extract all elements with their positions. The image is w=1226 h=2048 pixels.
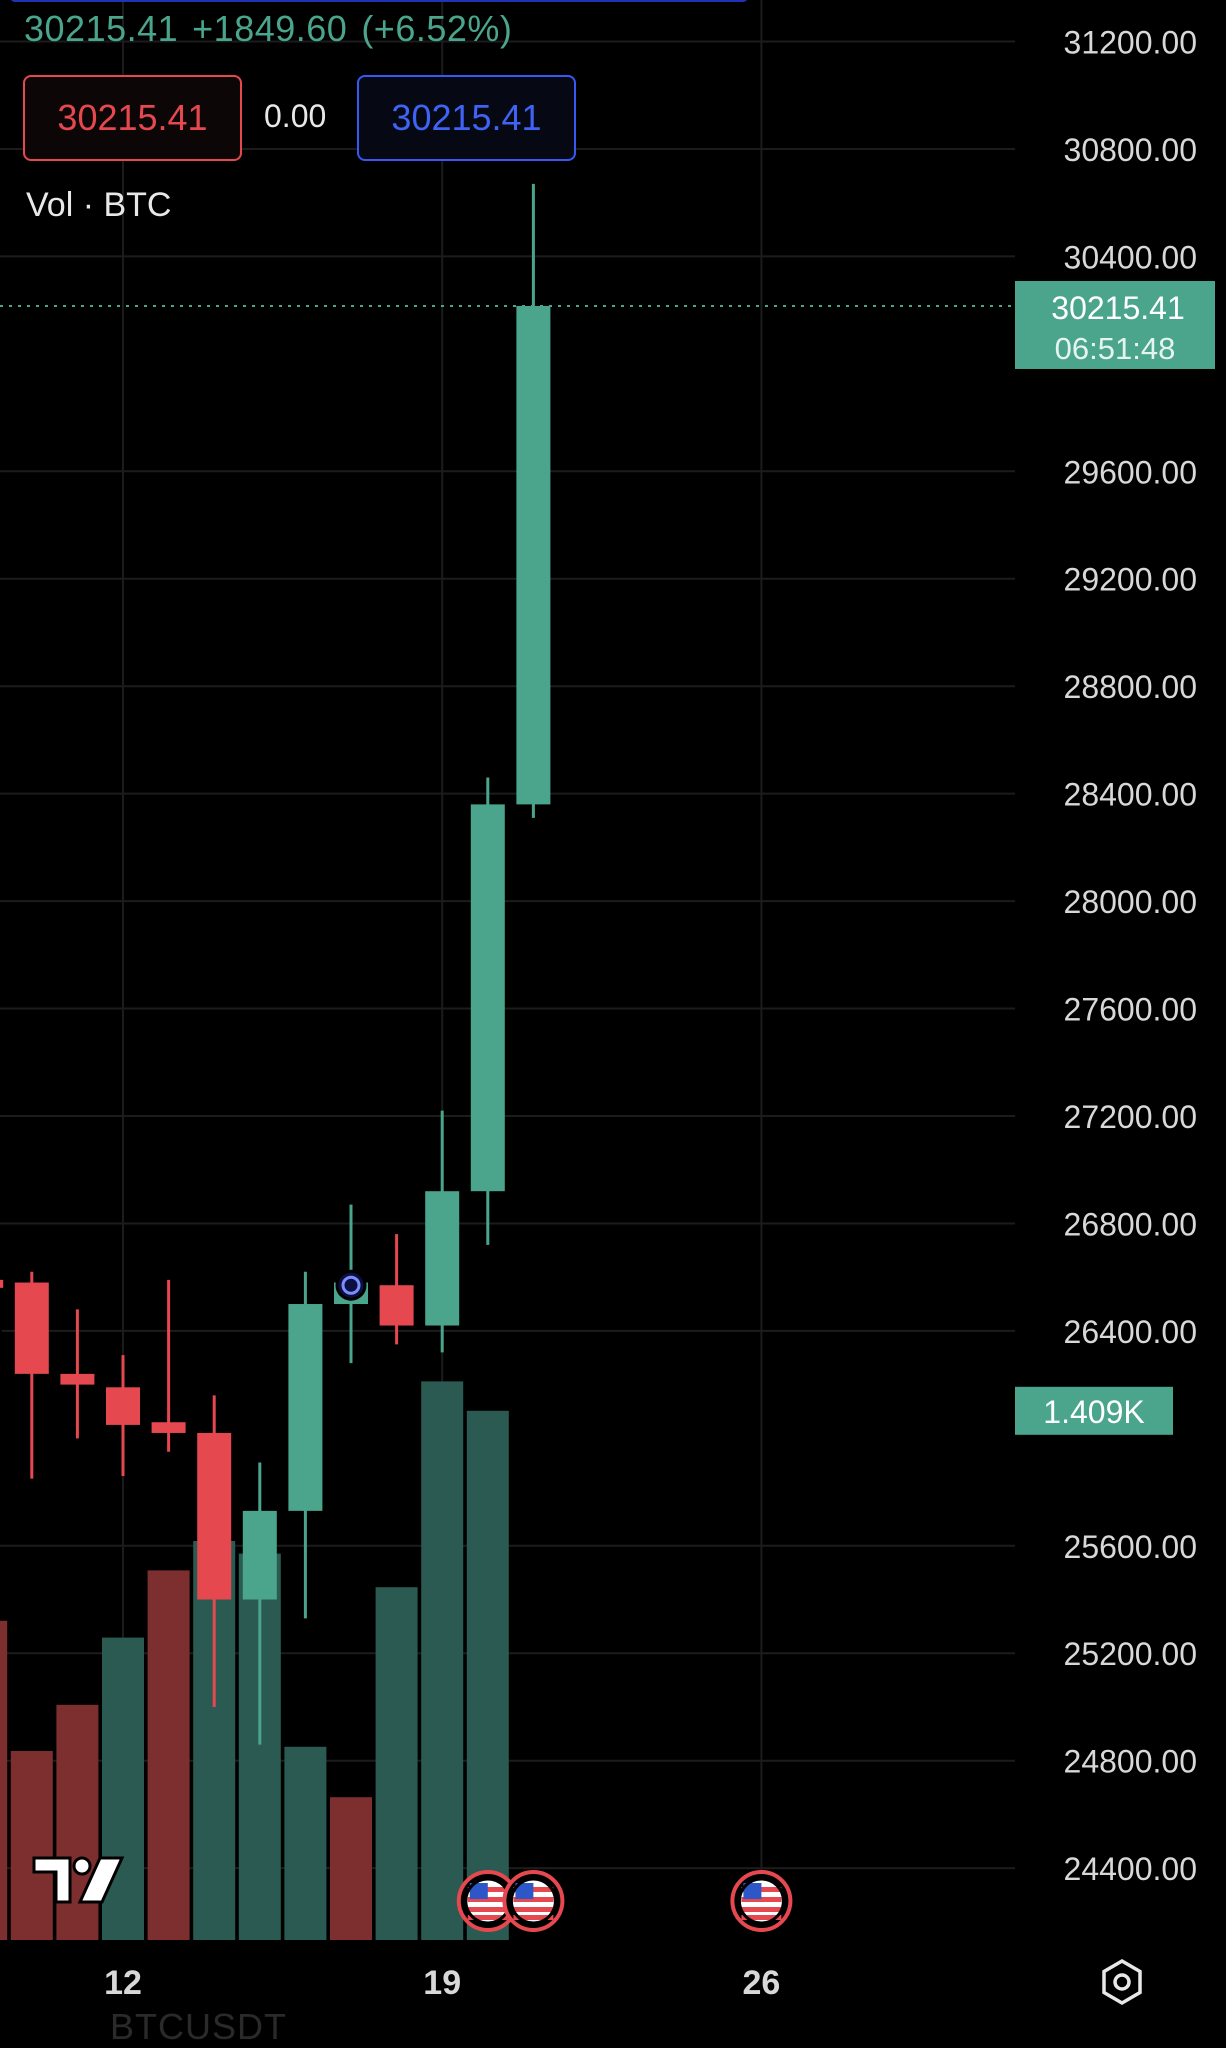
- price-tag-countdown: 06:51:48: [1055, 331, 1176, 366]
- candle-body[interactable]: [242, 1510, 277, 1600]
- us-flag-event-icon[interactable]: [502, 1870, 565, 1932]
- y-axis-tick-label: 27600.00: [1064, 992, 1197, 1028]
- y-axis-tick-label: 28400.00: [1064, 777, 1197, 813]
- volume-tag-value: 1.409K: [1043, 1394, 1144, 1430]
- candle-body[interactable]: [425, 1191, 460, 1326]
- us-flag-event-icon[interactable]: [730, 1870, 793, 1932]
- volume-tag: [1015, 1386, 1173, 1435]
- y-axis-tick-label: 31200.00: [1064, 24, 1197, 60]
- tradingview-logo-icon[interactable]: [30, 1852, 126, 1908]
- price-tag: [1015, 280, 1215, 369]
- volume-bar: [284, 1746, 327, 1940]
- y-axis-tick-label: 24800.00: [1064, 1744, 1197, 1780]
- candle-body[interactable]: [0, 1279, 4, 1288]
- price-change: +1849.60: [192, 8, 348, 49]
- price-tag-price: 30215.41: [1051, 290, 1184, 326]
- x-axis-tick-label: 26: [742, 1964, 780, 2002]
- last-price: 30215.41: [24, 8, 179, 49]
- y-axis-tick-label: 24400.00: [1064, 1851, 1197, 1887]
- volume-bar: [10, 1751, 53, 1940]
- buy-button[interactable]: 30215.41: [357, 75, 576, 161]
- volume-indicator-label[interactable]: Vol · BTC: [26, 186, 172, 224]
- y-axis-tick-label: 29600.00: [1064, 454, 1197, 490]
- y-axis-tick-label: 25200.00: [1064, 1636, 1197, 1672]
- candle-body[interactable]: [197, 1432, 232, 1600]
- candle-body[interactable]: [470, 804, 505, 1192]
- sell-button[interactable]: 30215.41: [23, 75, 242, 161]
- ohlc-summary: 30215.41 +1849.60 (+6.52%): [24, 8, 526, 50]
- y-axis-tick-label: 30800.00: [1064, 132, 1197, 168]
- y-axis-tick-label: 26800.00: [1064, 1206, 1197, 1242]
- candle-body[interactable]: [288, 1304, 323, 1511]
- candle-body[interactable]: [60, 1373, 95, 1385]
- price-change-percent: (+6.52%): [361, 8, 513, 49]
- marker-icon[interactable]: [335, 1269, 367, 1301]
- y-axis-tick-label: 29200.00: [1064, 562, 1197, 598]
- volume-bar: [466, 1410, 509, 1940]
- y-axis-tick-label: 27200.00: [1064, 1099, 1197, 1135]
- volume-bar: [421, 1381, 464, 1940]
- x-axis-tick-label: 12: [104, 1964, 142, 2002]
- y-axis-tick-label: 25600.00: [1064, 1529, 1197, 1565]
- candle-body[interactable]: [106, 1387, 140, 1425]
- marker-ring: [341, 1275, 361, 1295]
- y-axis-tick-label: 26400.00: [1064, 1314, 1197, 1350]
- candle-body[interactable]: [14, 1282, 49, 1374]
- candle-body[interactable]: [516, 305, 551, 805]
- candle-body[interactable]: [151, 1422, 186, 1433]
- x-axis-tick-label: 19: [423, 1964, 461, 2002]
- symbol-watermark: BTCUSDT: [110, 2006, 287, 2047]
- y-axis-tick-label: 28800.00: [1064, 669, 1197, 705]
- volume-bar: [147, 1570, 190, 1940]
- volume-bar: [375, 1587, 418, 1940]
- settings-hexagon-icon[interactable]: [1097, 1957, 1147, 2007]
- volume-bar: [330, 1797, 372, 1940]
- volume-bar: [0, 1620, 8, 1940]
- top-strip: [10, 0, 748, 2]
- spread-value: 0.00: [264, 98, 327, 134]
- y-axis-tick-label: 28000.00: [1064, 884, 1197, 920]
- candle-body[interactable]: [379, 1285, 414, 1326]
- y-axis-tick-label: 30400.00: [1064, 239, 1197, 275]
